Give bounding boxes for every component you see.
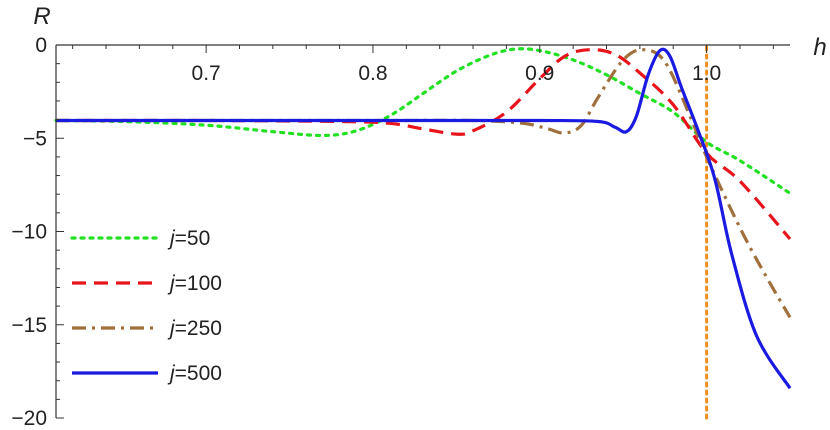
legend-label-value: =250 — [175, 317, 222, 340]
x-tick-label: 0.7 — [192, 62, 221, 85]
legend-label-var: j — [167, 272, 176, 295]
y-axis-title: R — [33, 3, 50, 30]
series-line-j-50 — [54, 47, 792, 195]
legend-label-value: =100 — [175, 272, 222, 295]
legend-item-j-50: j=50 — [70, 227, 210, 250]
series-line-j-500 — [56, 47, 792, 390]
legend-label-value: =500 — [175, 362, 222, 385]
x-axis-title: h — [813, 34, 826, 61]
x-tick-label: 1.0 — [692, 62, 721, 85]
y-tick-label: 0 — [35, 34, 47, 57]
legend-label: j=50 — [167, 227, 210, 250]
series-layer — [54, 47, 792, 390]
legend-label: j=500 — [167, 362, 222, 385]
series-line-j-250 — [56, 48, 792, 319]
x-tick-label: 0.9 — [525, 62, 554, 85]
legend-label: j=100 — [167, 272, 222, 295]
y-tick-label: −20 — [11, 407, 47, 430]
axes-layer: 0.7 0.8 0.9 1.0 0 −5 −10 −15 −20 — [11, 34, 790, 430]
legend-item-j-250: j=250 — [72, 317, 222, 340]
legend-label-value: =50 — [175, 227, 211, 250]
y-tick-label: −5 — [23, 127, 47, 150]
legend-label: j=250 — [167, 317, 222, 340]
series-line-j-100 — [55, 48, 792, 241]
legend-item-j-100: j=100 — [72, 272, 222, 295]
legend-label-var: j — [167, 227, 176, 250]
legend-label-var: j — [167, 362, 176, 385]
legend-item-j-500: j=500 — [72, 362, 222, 385]
x-tick-label: 0.8 — [358, 62, 387, 85]
y-tick-label: −15 — [11, 314, 47, 337]
y-tick-label: −10 — [11, 221, 47, 244]
legend-label-var: j — [167, 317, 176, 340]
